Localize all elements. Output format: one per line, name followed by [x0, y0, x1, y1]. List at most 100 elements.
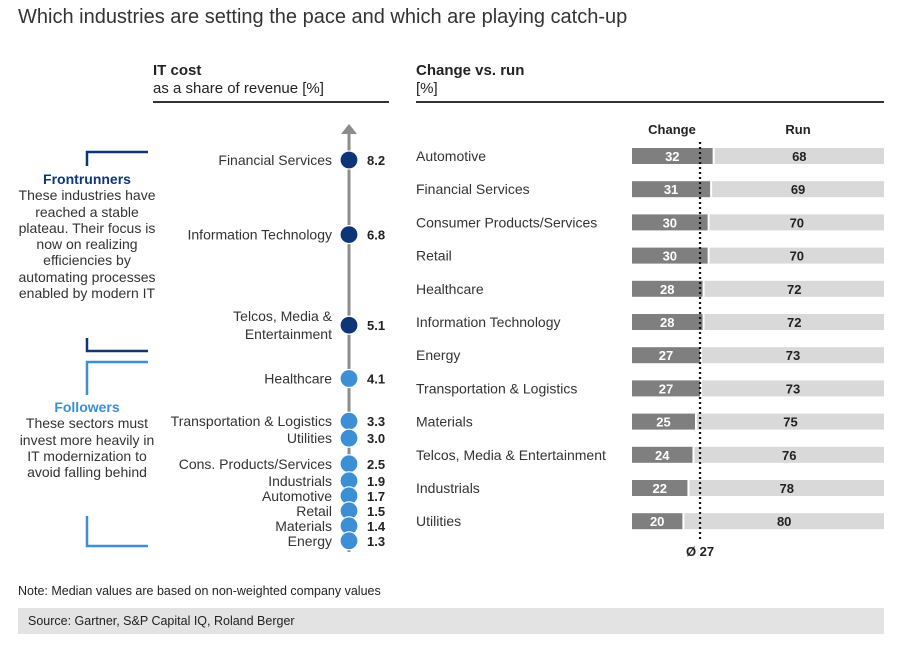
- legend-run: Run: [785, 122, 810, 137]
- run-value-label: 72: [787, 282, 801, 297]
- followers-bracket-top: [85, 360, 148, 395]
- category-label: Entertainment: [245, 326, 332, 342]
- run-value-label: 70: [790, 249, 804, 264]
- value-label: 1.4: [367, 519, 386, 534]
- change-value-label: 27: [659, 381, 673, 396]
- category-label: Telcos, Media & Entertainment: [416, 447, 606, 463]
- category-label: Transportation & Logistics: [171, 413, 332, 429]
- change-value-label: 24: [655, 448, 670, 463]
- group-title: Followers: [54, 399, 120, 415]
- change-bar: [632, 314, 703, 330]
- change-bar: [632, 214, 708, 231]
- category-label: Industrials: [416, 480, 480, 496]
- value-label: 5.1: [367, 318, 385, 333]
- group-brackets: [85, 150, 148, 548]
- frontrunners-bracket-bottom: [85, 338, 148, 353]
- change-value-label: 30: [663, 249, 677, 264]
- value-label: 8.2: [367, 153, 385, 168]
- value-label: 1.5: [367, 504, 385, 519]
- value-label: 3.3: [367, 414, 385, 429]
- run-value-label: 80: [777, 514, 791, 529]
- category-label: Retail: [416, 248, 452, 264]
- change-value-label: 27: [659, 348, 673, 363]
- category-label: Healthcare: [416, 281, 484, 297]
- run-bar: [694, 446, 884, 463]
- value-label: 3.0: [367, 431, 385, 446]
- data-point: [339, 428, 359, 448]
- source-bar: Source: Gartner, S&P Capital IQ, Roland …: [18, 608, 884, 634]
- change-value-label: 32: [665, 149, 679, 164]
- run-bar: [702, 347, 884, 364]
- change-bar: [632, 480, 688, 496]
- run-value-label: 73: [786, 381, 800, 396]
- value-label: 6.8: [367, 228, 385, 243]
- value-label: 1.3: [367, 534, 385, 549]
- run-value-label: 78: [779, 481, 793, 496]
- run-bar: [704, 314, 884, 330]
- run-bar: [684, 513, 884, 530]
- category-label: Utilities: [287, 430, 332, 446]
- run-bar: [712, 181, 884, 198]
- category-label: Information Technology: [416, 314, 561, 330]
- category-label: Financial Services: [218, 152, 332, 168]
- category-label: Materials: [416, 414, 473, 430]
- change-bar: [632, 181, 711, 198]
- run-bar: [702, 380, 884, 397]
- it-cost-title: IT cost: [153, 62, 202, 79]
- change-bar: [632, 347, 701, 364]
- run-value-label: 68: [792, 149, 806, 164]
- data-point: [339, 315, 359, 335]
- category-label: Transportation & Logistics: [416, 380, 577, 396]
- it-cost-header: IT cost as a share of revenue [%]: [153, 62, 389, 103]
- change-value-label: 28: [660, 282, 674, 297]
- change-bar: [632, 247, 708, 264]
- category-label: Energy: [288, 533, 332, 549]
- category-label: Industrials: [268, 473, 332, 489]
- run-bar: [689, 480, 884, 496]
- category-label: Automotive: [262, 488, 332, 504]
- data-point: [339, 368, 359, 389]
- run-value-label: 69: [791, 182, 805, 197]
- category-label: Cons. Products/Services: [179, 456, 332, 472]
- run-bar: [714, 148, 884, 164]
- category-label: Materials: [275, 518, 332, 534]
- average-label: Ø 27: [686, 544, 714, 559]
- change-run-chart: Change Run Automotive 32 68 Financial Service…: [416, 122, 884, 559]
- change-value-label: 28: [660, 315, 674, 330]
- change-value-label: 22: [652, 481, 666, 496]
- frontrunners-bracket-top: [85, 150, 148, 166]
- category-label: Healthcare: [264, 371, 332, 387]
- value-label: 1.9: [367, 474, 385, 489]
- value-label: 2.5: [367, 457, 385, 472]
- run-bar: [704, 280, 884, 297]
- axis-arrow-icon: [341, 124, 357, 134]
- change-run-header: Change vs. run [%]: [416, 62, 884, 103]
- change-bar: [632, 513, 683, 530]
- run-value-label: 75: [783, 415, 797, 430]
- it-cost-subtitle: as a share of revenue [%]: [153, 80, 324, 97]
- category-label: Automotive: [416, 148, 486, 164]
- change-bar: [632, 148, 713, 164]
- change-run-subtitle: [%]: [416, 80, 438, 97]
- data-point: [339, 225, 359, 245]
- value-label: 4.1: [367, 372, 385, 387]
- legend-change: Change: [648, 122, 696, 137]
- source-text: Source: Gartner, S&P Capital IQ, Roland …: [28, 614, 295, 628]
- change-bar: [632, 413, 695, 430]
- change-bar: [632, 446, 693, 463]
- run-value-label: 72: [787, 315, 801, 330]
- frontrunners-group: Frontrunners These industries have reach…: [17, 171, 157, 301]
- run-value-label: 73: [786, 348, 800, 363]
- change-run-title: Change vs. run: [416, 62, 525, 79]
- footnote: Note: Median values are based on non-wei…: [18, 584, 381, 598]
- change-value-label: 30: [663, 215, 677, 230]
- change-value-label: 20: [650, 514, 664, 529]
- category-label: Financial Services: [416, 181, 530, 197]
- page-title: Which industries are setting the pace an…: [18, 6, 628, 28]
- value-label: 1.7: [367, 489, 385, 504]
- change-bar: [632, 280, 703, 297]
- it-cost-chart: 8.2 Financial Services 6.8 Information Tech…: [171, 124, 386, 552]
- group-description: These sectors must invest more heavily i…: [19, 415, 155, 481]
- run-bar: [697, 413, 884, 430]
